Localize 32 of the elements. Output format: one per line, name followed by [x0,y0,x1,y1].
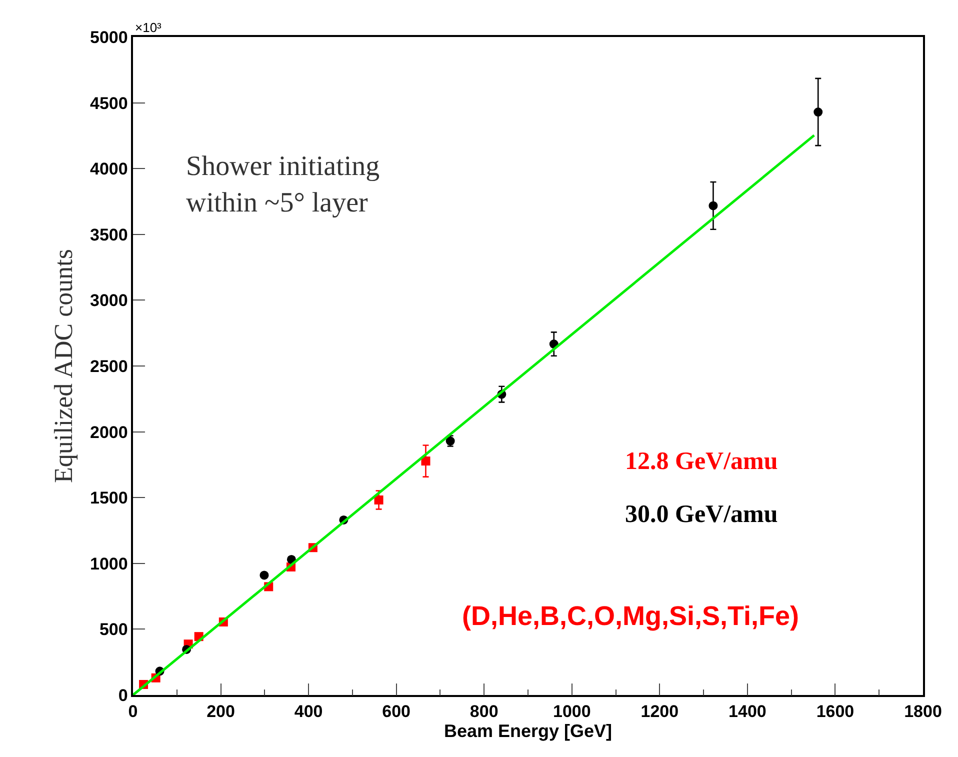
text: 30.0 GeV/amu [625,501,778,528]
x-tick-label: 400 [294,702,323,722]
point [814,108,823,117]
y-tick-label: 2500 [90,356,128,376]
text: ×10³ [135,20,162,35]
x-tick-label: 800 [470,702,498,722]
y-axis-title: Equilized ADC counts [48,249,78,483]
x-tick-label: 1000 [552,702,591,722]
point [421,456,430,466]
x-tick-label: 1200 [640,702,679,722]
y-tick-label: 1000 [90,554,128,574]
y-tick-label: 4000 [90,160,128,179]
annotation: Shower initiating within ~5° layer [186,151,380,218]
annotation: (D,He,B,C,O,Mg,Si,S,Ti,Fe) [462,601,800,631]
y-tick-label: 0 [118,686,128,705]
y-tick-label: 500 [99,620,128,640]
y-tick-label: 1500 [90,488,128,508]
point [708,201,718,210]
x-axis-title: Beam Energy [GeV] [444,721,612,742]
point [260,570,269,580]
x-tick-label: 1600 [816,702,854,722]
x-tick-label: 1400 [728,702,766,722]
text: 12.8 GeV/amu [625,448,778,475]
x-tick-label: 600 [382,702,411,722]
x-tick-label: 200 [206,702,235,722]
y-tick-label: 3000 [90,291,128,310]
y-tick-label: 5000 [90,28,128,47]
y-tick-label: 2000 [90,422,128,442]
y-tick-label: 4500 [90,94,128,113]
point [374,495,384,504]
y-tick-label: 3500 [90,225,128,244]
x-tick-label: 1800 [904,702,942,722]
